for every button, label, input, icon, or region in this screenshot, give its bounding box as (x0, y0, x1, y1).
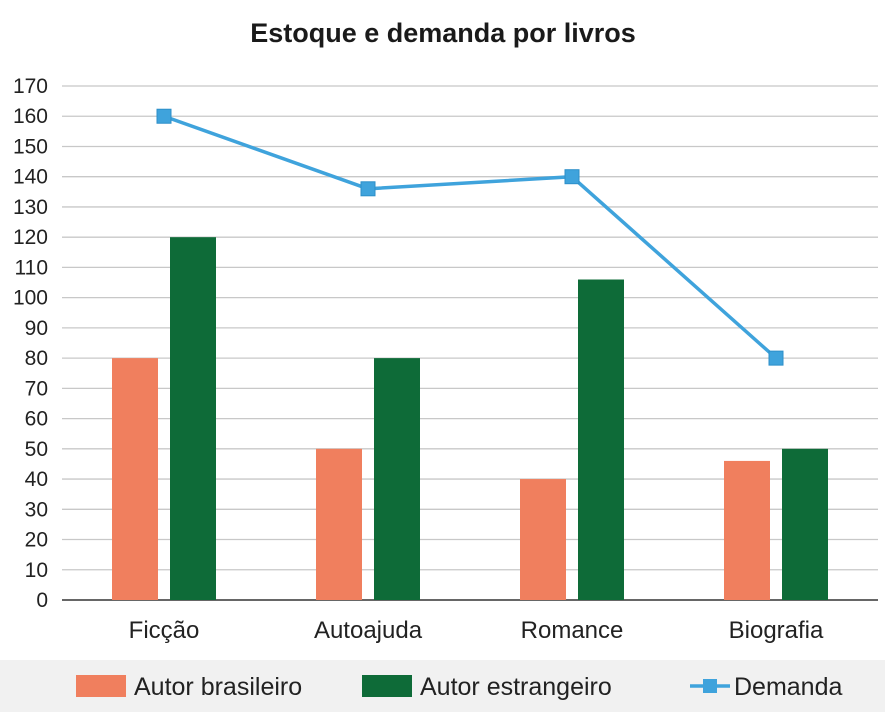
y-tick-label: 60 (25, 408, 48, 431)
bar-autor-estrangeiro (170, 237, 216, 601)
x-tick-label: Biografia (729, 617, 824, 644)
y-tick-label: 20 (25, 529, 48, 552)
y-tick-label: 10 (25, 559, 48, 582)
x-tick-label: Romance (521, 617, 624, 644)
y-axis-ticks: 0 10 20 30 40 50 60 70 80 90 100 110 120 130 140 150 160… (13, 75, 48, 612)
y-tick-label: 100 (13, 287, 48, 310)
y-tick-label: 90 (25, 317, 48, 340)
bar-autor-estrangeiro (374, 358, 420, 600)
bar-autor-estrangeiro (782, 448, 828, 600)
y-tick-label: 130 (13, 196, 48, 219)
chart-title: Estoque e demanda por livros (250, 18, 636, 48)
demand-line (156, 108, 784, 366)
x-tick-label: Ficção (129, 617, 200, 644)
bar-autor-estrangeiro (578, 279, 624, 600)
y-tick-label: 170 (13, 75, 48, 98)
bar-autor-brasileiro (520, 479, 566, 600)
y-tick-label: 50 (25, 438, 48, 461)
legend-label: Autor brasileiro (134, 673, 302, 701)
demand-marker (360, 181, 376, 197)
y-tick-label: 120 (13, 226, 48, 249)
y-tick-label: 110 (15, 256, 48, 279)
demand-line-path (163, 114, 778, 360)
y-tick-label: 30 (25, 498, 48, 521)
bar-autor-brasileiro (316, 448, 362, 600)
y-tick-label: 150 (13, 135, 48, 158)
x-axis-ticks: Ficção Autoajuda Romance Biografia (129, 617, 824, 644)
legend-marker-swatch (703, 679, 717, 693)
legend-swatch (362, 675, 412, 697)
y-tick-label: 0 (36, 589, 48, 612)
legend-background (0, 660, 885, 712)
legend-swatch (76, 675, 126, 697)
legend-label: Demanda (734, 673, 842, 701)
y-tick-label: 160 (13, 105, 48, 128)
demand-marker (564, 169, 580, 185)
y-tick-label: 40 (25, 468, 48, 491)
legend: Autor brasileiro Autor estrangeiro Demanda (0, 660, 885, 712)
y-tick-label: 70 (25, 377, 48, 400)
bar-autor-brasileiro (724, 460, 770, 600)
demand-marker (156, 108, 172, 124)
legend-label: Autor estrangeiro (420, 673, 612, 701)
bar-autor-brasileiro (112, 358, 158, 600)
x-tick-label: Autoajuda (314, 617, 423, 644)
y-tick-label: 140 (13, 166, 48, 189)
y-tick-label: 80 (25, 347, 48, 370)
demand-marker (768, 350, 784, 366)
bars (112, 237, 828, 601)
